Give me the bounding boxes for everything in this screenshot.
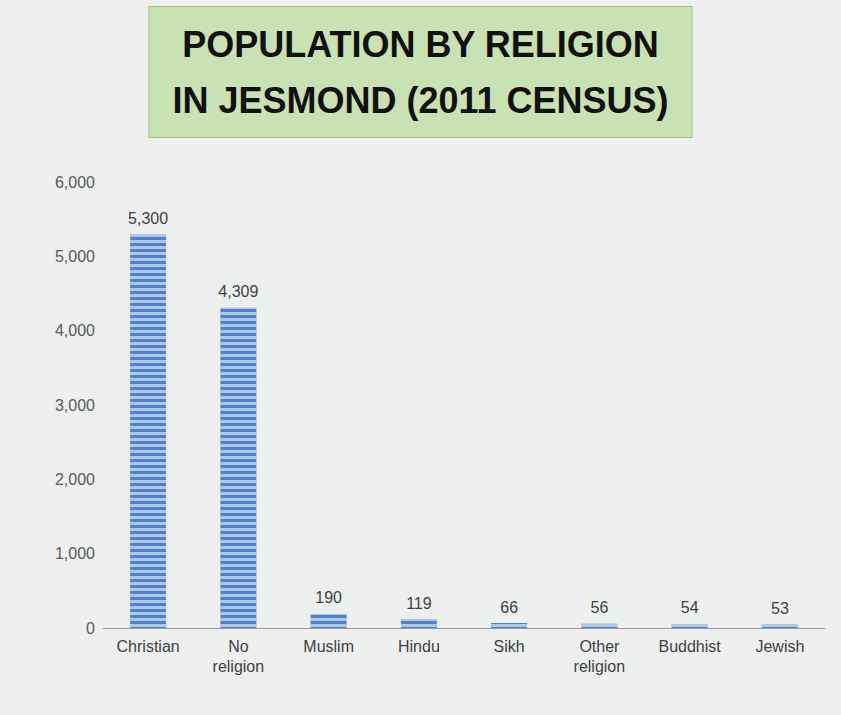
svg-text:3,000: 3,000 [55, 397, 95, 414]
svg-text:54: 54 [681, 599, 699, 616]
svg-text:66: 66 [500, 599, 518, 616]
svg-text:religion: religion [213, 658, 265, 675]
svg-text:4,000: 4,000 [55, 322, 95, 339]
svg-text:5,300: 5,300 [128, 210, 168, 227]
svg-text:Other: Other [579, 638, 620, 655]
svg-text:Buddhist: Buddhist [658, 638, 721, 655]
svg-text:2,000: 2,000 [55, 471, 95, 488]
svg-text:Jewish: Jewish [755, 638, 804, 655]
svg-text:IN JESMOND (2011 CENSUS): IN JESMOND (2011 CENSUS) [172, 80, 668, 121]
svg-text:0: 0 [86, 620, 95, 637]
svg-text:Muslim: Muslim [303, 638, 354, 655]
svg-text:56: 56 [590, 599, 608, 616]
svg-text:6,000: 6,000 [55, 174, 95, 191]
svg-text:POPULATION BY RELIGION: POPULATION BY RELIGION [182, 24, 659, 65]
svg-text:4,309: 4,309 [218, 283, 258, 300]
svg-text:190: 190 [315, 589, 342, 606]
svg-text:Sikh: Sikh [494, 638, 525, 655]
svg-text:Hindu: Hindu [398, 638, 440, 655]
svg-text:1,000: 1,000 [55, 545, 95, 562]
svg-text:53: 53 [771, 600, 789, 617]
svg-text:5,000: 5,000 [55, 248, 95, 265]
svg-text:Christian: Christian [117, 638, 180, 655]
svg-text:religion: religion [574, 658, 626, 675]
svg-text:No: No [228, 638, 249, 655]
svg-text:119: 119 [406, 595, 432, 612]
